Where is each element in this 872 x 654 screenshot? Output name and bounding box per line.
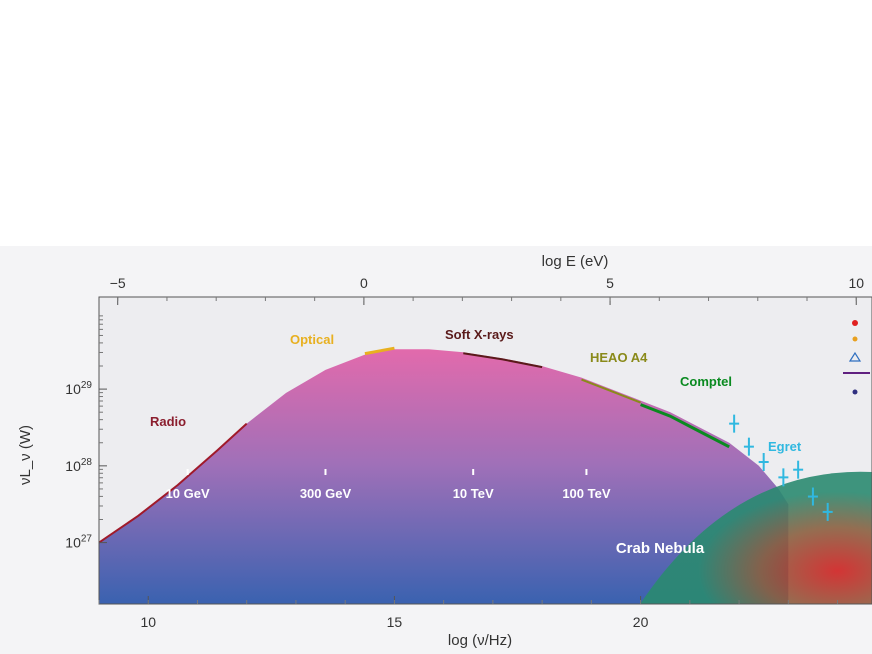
plot-frame xyxy=(98,296,872,605)
energy-marker-label: 300 GeV xyxy=(300,486,352,501)
band-label-egret: Egret xyxy=(768,439,802,454)
heao-data-line xyxy=(581,378,641,404)
legend-marker-orange xyxy=(852,336,858,342)
x-ticks: 10 15 20 xyxy=(98,596,839,630)
x-top-tick-label: 0 xyxy=(360,275,368,291)
egret-point xyxy=(743,437,754,456)
band-label-comptel: Comptel xyxy=(680,374,732,389)
band-label-heao: HEAO A4 xyxy=(590,350,648,365)
x-tick-label: 20 xyxy=(633,614,649,630)
comptel-data-line xyxy=(640,403,730,449)
y-tick-label: 1029 xyxy=(65,380,92,397)
x-top-tick-label: 5 xyxy=(606,275,614,291)
rgb-gradient-region xyxy=(640,471,872,604)
band-label-radio: Radio xyxy=(150,414,186,429)
x-top-tick-label: 10 xyxy=(848,275,864,291)
legend-marker-triangle xyxy=(848,351,862,362)
band-label-optical: Optical xyxy=(290,332,334,347)
egret-points xyxy=(729,414,833,521)
egret-point xyxy=(807,487,818,506)
crab-nebula-area xyxy=(99,349,789,604)
y-tick-label: 1027 xyxy=(65,534,92,551)
optical-data-line xyxy=(364,346,395,356)
energy-marker-label: 10 TeV xyxy=(453,486,494,501)
legend-markers xyxy=(843,320,870,395)
xray-data-line xyxy=(463,352,543,369)
band-label-soft-xrays: Soft X-rays xyxy=(445,327,514,342)
y-axis-title: νL_ν (W) xyxy=(17,425,34,485)
band-labels: Radio Optical Soft X-rays HEAO A4 Compte… xyxy=(150,327,802,454)
x-top-tick-label: −5 xyxy=(110,275,126,291)
legend-marker-navy xyxy=(852,389,858,395)
egret-point xyxy=(758,453,769,472)
top-axis-title: log E (eV) xyxy=(542,253,609,270)
x-tick-label: 15 xyxy=(387,614,403,630)
source-label: Crab Nebula xyxy=(616,540,705,557)
radio-data-line xyxy=(99,422,248,544)
bottom-axis-title: log (ν/Hz) xyxy=(448,632,512,649)
energy-marker-label: 100 TeV xyxy=(562,486,611,501)
y-tick-label: 1028 xyxy=(65,457,92,474)
egret-point xyxy=(793,460,804,479)
x-top-ticks: −5 0 5 10 xyxy=(110,275,864,305)
y-ticks: 1027 1028 1029 xyxy=(65,315,107,551)
x-tick-label: 10 xyxy=(140,614,156,630)
energy-marker-label: 10 GeV xyxy=(166,486,210,501)
legend-marker-red xyxy=(852,320,858,326)
egret-point xyxy=(822,502,833,521)
energy-markers: 10 GeV 300 GeV 10 TeV 100 TeV xyxy=(166,469,611,501)
egret-point xyxy=(729,414,740,433)
egret-point xyxy=(778,468,789,487)
